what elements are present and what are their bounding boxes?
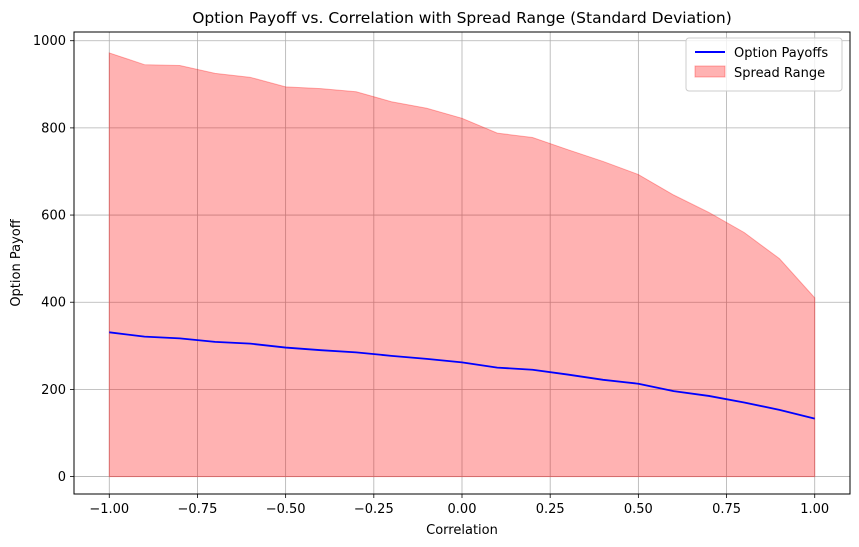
x-axis-ticks: −1.00 −0.75 −0.50 −0.25 0.00 0.25 0.50 0.75 1.00 [89,494,829,517]
option-payoffs-line-layer [109,331,815,420]
spread-range-area-layer [108,52,816,478]
x-tick-label: 0.50 [624,502,653,517]
y-axis-label: Option Payoff [9,218,24,306]
option-payoffs-line [109,331,815,420]
legend-swatch-spread-range [694,65,726,78]
x-tick-label: 0.25 [536,502,565,517]
x-tick-label: −0.50 [266,502,306,517]
x-tick-label: −0.75 [178,502,218,517]
x-tick-label: −0.25 [354,502,394,517]
x-tick-label: 0.75 [712,502,741,517]
chart-title: Option Payoff vs. Correlation with Sprea… [192,9,732,27]
y-tick-label: 400 [41,296,66,311]
y-axis-ticks: 0 200 400 600 800 1000 [33,34,74,485]
y-tick-label: 200 [41,383,66,398]
spread-range-area [108,52,816,478]
grid [74,32,850,494]
x-tick-label: 0.00 [448,502,477,517]
y-tick-label: 600 [41,209,66,224]
y-tick-label: 1000 [33,34,66,49]
legend-label-option-payoffs: Option Payoffs [734,46,828,61]
y-tick-label: 0 [58,470,66,485]
legend: Option Payoffs Spread Range [685,37,843,92]
legend-label-spread-range: Spread Range [734,66,825,81]
x-tick-label: −1.00 [89,502,129,517]
y-tick-label: 800 [41,121,66,136]
x-axis-label: Correlation [426,523,498,538]
x-tick-label: 1.00 [800,502,829,517]
